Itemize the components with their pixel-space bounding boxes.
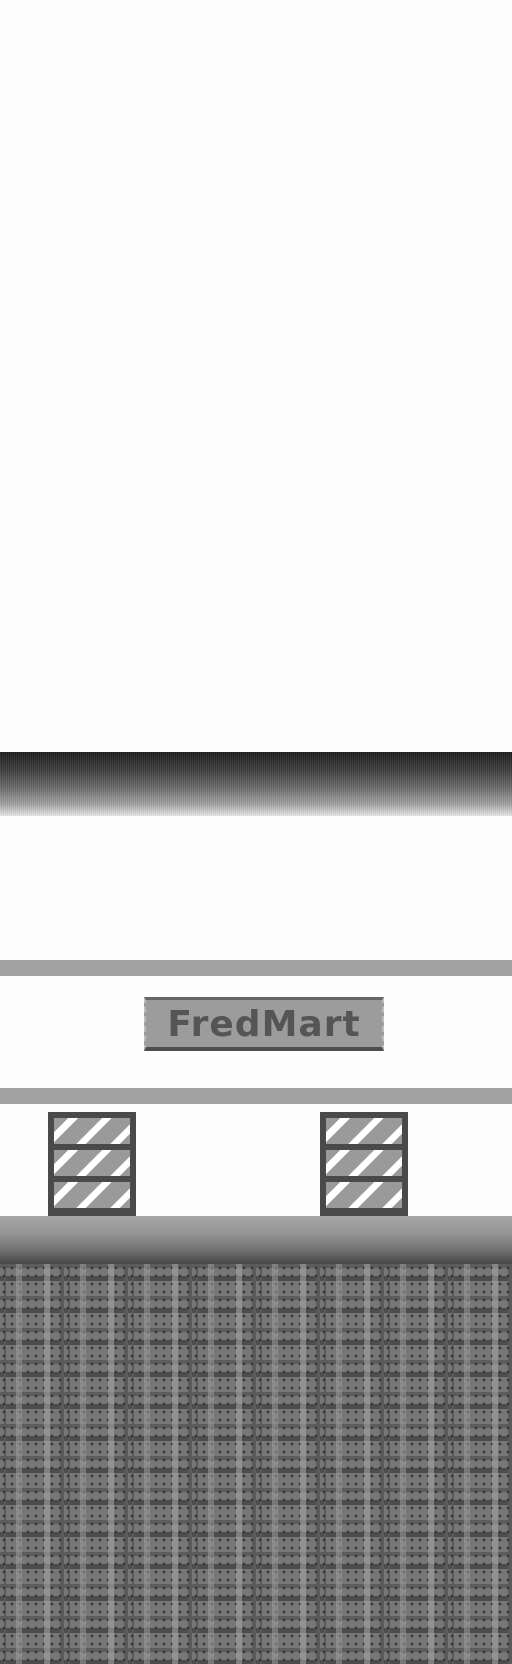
store-window-left: [48, 1112, 136, 1218]
store-window-right: [320, 1112, 408, 1218]
store-sign: FredMart: [144, 997, 384, 1051]
window-pane: [54, 1118, 130, 1144]
store-sign-text: FredMart: [167, 1003, 361, 1045]
window-pane: [326, 1182, 402, 1208]
window-pane: [54, 1150, 130, 1176]
sign-trim-top: [0, 960, 512, 976]
storefront-awning: [0, 752, 512, 816]
floor-tile-pattern: [0, 1264, 512, 1664]
storefront-ledge: [0, 1216, 512, 1266]
window-pane: [54, 1182, 130, 1208]
sign-trim-bottom: [0, 1088, 512, 1104]
window-pane: [326, 1150, 402, 1176]
window-pane: [326, 1118, 402, 1144]
sky-area: [0, 0, 512, 752]
